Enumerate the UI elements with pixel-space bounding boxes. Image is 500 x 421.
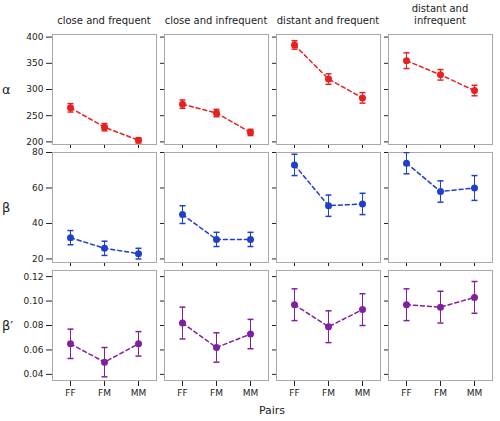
svg-text:FM: FM [434, 388, 447, 398]
svg-text:MM: MM [131, 388, 147, 398]
svg-text:0.06: 0.06 [23, 345, 43, 355]
svg-text:200: 200 [26, 137, 43, 147]
svg-text:FF: FF [65, 388, 75, 398]
svg-text:0.08: 0.08 [23, 320, 43, 330]
svg-text:FM: FM [98, 388, 111, 398]
svg-text:0.12: 0.12 [23, 271, 43, 281]
svg-text:MM: MM [243, 388, 259, 398]
svg-text:20: 20 [32, 254, 44, 264]
svg-text:80: 80 [32, 148, 44, 157]
html-text:β: β [2, 199, 11, 215]
svg-text:FF: FF [177, 388, 187, 398]
svg-text:0.04: 0.04 [23, 369, 43, 379]
svg-text:40: 40 [32, 218, 44, 228]
svg-text:MM: MM [355, 388, 371, 398]
html-text:distant and infrequent: distant and infrequent [411, 3, 469, 26]
html-text:distant and frequent: distant and frequent [276, 15, 380, 26]
svg-text:250: 250 [26, 111, 43, 121]
html-text:close and frequent: close and frequent [57, 15, 151, 26]
svg-text:60: 60 [32, 183, 44, 193]
svg-text:350: 350 [26, 58, 43, 68]
svg-text:FM: FM [322, 388, 335, 398]
svg-text:FF: FF [289, 388, 299, 398]
html-text:close and infrequent: close and infrequent [164, 15, 268, 26]
html-text:β′: β′ [2, 317, 14, 333]
svg-text:MM: MM [467, 388, 483, 398]
svg-text:300: 300 [26, 84, 43, 94]
svg-text:0.10: 0.10 [23, 296, 43, 306]
html-text:α: α [2, 81, 11, 97]
svg-text:FF: FF [401, 388, 411, 398]
html-text:Pairs: Pairs [258, 404, 286, 417]
svg-text:400: 400 [26, 32, 43, 42]
svg-text:FM: FM [210, 388, 223, 398]
